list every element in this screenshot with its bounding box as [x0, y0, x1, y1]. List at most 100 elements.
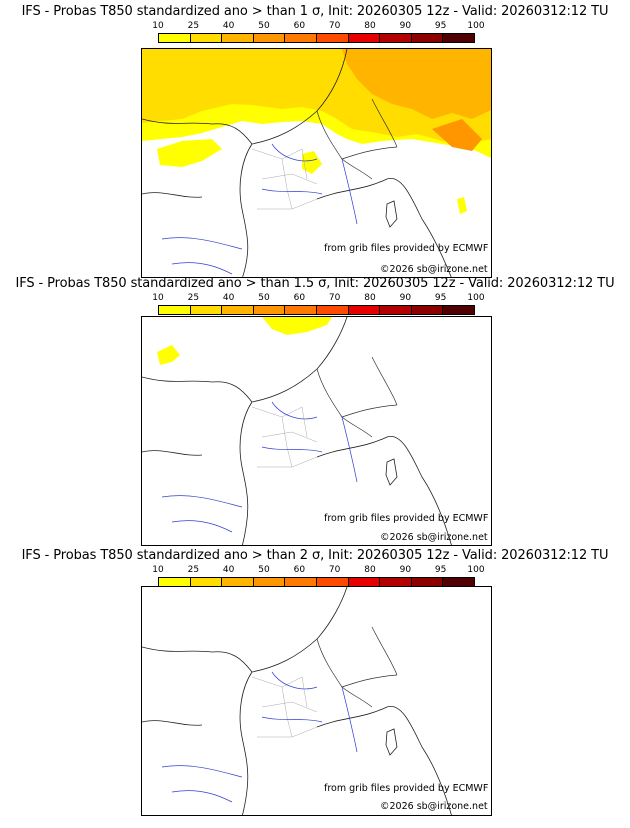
- scale-tick-label: 60: [293, 21, 306, 31]
- scale-tick-label: 40: [222, 21, 235, 31]
- map-panel-2: IFS - Probas T850 standardized ano > tha…: [0, 276, 630, 546]
- scale-tick-label: 10: [152, 565, 164, 575]
- coastline: [142, 587, 452, 815]
- scale-color-swatch: [222, 34, 254, 42]
- color-scale-labels: 10 25 40 50 60 70 80 90 95 100: [152, 293, 484, 303]
- scale-color-swatch: [159, 34, 191, 42]
- scale-color-swatch: [285, 34, 317, 42]
- scale-color-swatch: [285, 578, 317, 586]
- probability-area-blob-w: [157, 139, 222, 167]
- rivers: [161, 401, 358, 533]
- scale-tick-label: 80: [364, 21, 376, 31]
- scale-color-swatch: [253, 34, 286, 42]
- copyright-label: ©2026 sb@irizone.net: [380, 532, 488, 543]
- scale-color-swatch: [411, 34, 444, 42]
- scale-color-swatch: [316, 306, 349, 314]
- scale-color-swatch: [190, 578, 223, 586]
- scale-color-swatch: [285, 306, 317, 314]
- region-borders: [251, 406, 318, 468]
- rivers: [161, 671, 358, 803]
- scale-tick-label: 40: [222, 293, 235, 303]
- probability-area-blob-w: [157, 345, 180, 365]
- source-note: from grib files provided by ECMWF: [324, 513, 489, 524]
- scale-tick-label: 90: [399, 565, 412, 575]
- probability-area-40: [342, 49, 491, 119]
- scale-tick-label: 90: [399, 21, 412, 31]
- copyright-label: ©2026 sb@irizone.net: [380, 264, 488, 275]
- source-note: from grib files provided by ECMWF: [324, 783, 489, 794]
- scale-tick-label: 70: [328, 21, 341, 31]
- scale-color-swatch: [348, 578, 381, 586]
- scale-tick-label: 95: [434, 293, 447, 303]
- color-scale-bar: [158, 305, 475, 315]
- scale-color-swatch: [380, 578, 412, 586]
- scale-color-swatch: [380, 34, 412, 42]
- scale-tick-label: 70: [328, 293, 341, 303]
- panel-title: IFS - Probas T850 standardized ano > tha…: [21, 548, 609, 563]
- scale-tick-label: 10: [152, 293, 164, 303]
- island-corsica: [385, 200, 398, 228]
- source-note: from grib files provided by ECMWF: [324, 243, 489, 254]
- scale-tick-label: 95: [434, 565, 447, 575]
- scale-tick-label: 60: [293, 565, 306, 575]
- probability-area-blob-c: [302, 151, 322, 174]
- probability-area-10: [262, 317, 332, 335]
- color-scale-labels: 10 25 40 50 60 70 80 90 95 100: [152, 21, 484, 31]
- scale-tick-label: 50: [258, 293, 270, 303]
- scale-color-swatch: [411, 578, 444, 586]
- scale-color-swatch: [411, 306, 444, 314]
- scale-tick-label: 100: [467, 565, 485, 575]
- scale-color-swatch: [443, 578, 474, 586]
- scale-tick-label: 25: [187, 21, 200, 31]
- island-corsica: [385, 458, 398, 486]
- scale-tick-label: 100: [467, 21, 485, 31]
- scale-color-swatch: [316, 578, 349, 586]
- scale-tick-label: 50: [258, 565, 270, 575]
- probability-area-50: [432, 119, 482, 151]
- scale-tick-label: 100: [467, 293, 485, 303]
- panel-title: IFS - Probas T850 standardized ano > tha…: [21, 4, 609, 19]
- scale-tick-label: 90: [399, 293, 412, 303]
- scale-color-swatch: [316, 34, 349, 42]
- scale-tick-label: 10: [152, 21, 164, 31]
- scale-tick-label: 80: [364, 293, 376, 303]
- scale-color-swatch: [159, 306, 191, 314]
- scale-color-swatch: [222, 578, 254, 586]
- scale-color-swatch: [190, 306, 223, 314]
- map-svg: [142, 587, 452, 815]
- region-borders: [251, 148, 318, 210]
- probability-area-blob-e: [457, 197, 467, 214]
- scale-tick-label: 50: [258, 21, 270, 31]
- map-panel-3: IFS - Probas T850 standardized ano > tha…: [0, 548, 630, 824]
- coastline: [142, 317, 452, 545]
- map-svg: [142, 49, 491, 277]
- scale-tick-label: 70: [328, 565, 341, 575]
- scale-color-swatch: [348, 34, 381, 42]
- country-borders: [316, 356, 398, 438]
- scale-color-swatch: [348, 306, 381, 314]
- probability-map: from grib files provided by ECMWF ©2026 …: [141, 48, 492, 278]
- country-borders: [316, 626, 398, 708]
- scale-tick-label: 95: [434, 21, 447, 31]
- scale-tick-label: 25: [187, 565, 200, 575]
- region-borders: [251, 676, 318, 738]
- island-corsica: [385, 728, 398, 756]
- scale-color-swatch: [159, 578, 191, 586]
- color-scale-labels: 10 25 40 50 60 70 80 90 95 100: [152, 565, 484, 575]
- scale-color-swatch: [253, 578, 286, 586]
- scale-tick-label: 40: [222, 565, 235, 575]
- map-panel-1: IFS - Probas T850 standardized ano > tha…: [0, 4, 630, 280]
- scale-color-swatch: [190, 34, 223, 42]
- scale-tick-label: 80: [364, 565, 376, 575]
- copyright-label: ©2026 sb@irizone.net: [380, 801, 488, 812]
- scale-tick-label: 25: [187, 293, 200, 303]
- scale-color-swatch: [222, 306, 254, 314]
- scale-color-swatch: [253, 306, 286, 314]
- probability-map: from grib files provided by ECMWF ©2026 …: [141, 316, 492, 546]
- probability-map: from grib files provided by ECMWF ©2026 …: [141, 586, 492, 816]
- rivers: [161, 143, 358, 275]
- scale-color-swatch: [443, 306, 474, 314]
- scale-color-swatch: [443, 34, 474, 42]
- panel-title: IFS - Probas T850 standardized ano > tha…: [15, 276, 615, 291]
- map-svg: [142, 317, 452, 545]
